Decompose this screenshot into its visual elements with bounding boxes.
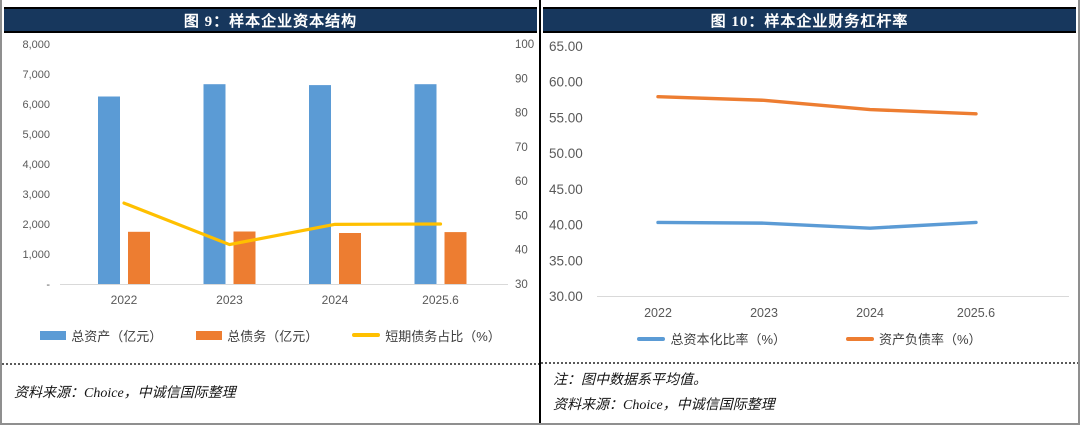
svg-text:40.00: 40.00	[549, 218, 583, 233]
legend-item: 总资本化比率（%）	[637, 329, 786, 348]
figure-9-footer: 资料来源：Choice，中诚信国际整理	[2, 365, 539, 423]
svg-text:70: 70	[515, 142, 528, 154]
figure-9-chart: 8,000 7,000 6,000 5,000 4,000 3,000 2,000 1,000…	[22, 39, 534, 307]
figure-10-footer: 注：图中数据系平均值。 资料来源：Choice，中诚信国际整理	[541, 364, 1078, 423]
figure-9-header: 图 9：样本企业资本结构	[4, 7, 537, 33]
svg-text:2023: 2023	[216, 293, 243, 307]
svg-text:2022: 2022	[644, 306, 672, 320]
svg-text:30.00: 30.00	[549, 289, 583, 304]
figure-9-legend: 总资产（亿元） 总债务（亿元） 短期债务占比（%）	[2, 317, 539, 353]
legend-line-swatch	[846, 336, 874, 341]
svg-text:45.00: 45.00	[549, 182, 583, 197]
bar	[309, 85, 331, 284]
svg-text:55.00: 55.00	[549, 110, 583, 125]
svg-text:6,000: 6,000	[22, 99, 50, 111]
bar-series-0	[98, 84, 437, 284]
legend-label: 资产负债率（%）	[879, 332, 982, 347]
panel-divider	[539, 0, 541, 423]
svg-text:2025.6: 2025.6	[957, 306, 995, 320]
legend-bar-swatch	[40, 330, 67, 340]
legend-item: 短期债务占比（%）	[352, 326, 501, 345]
legend-label: 总资产（亿元）	[71, 328, 163, 344]
legend-label: 短期债务占比（%）	[385, 328, 501, 344]
primary-axis-tick-labels: 8,000 7,000 6,000 5,000 4,000 3,000 2,000 1,000…	[22, 39, 50, 291]
figure-9-chart-area: 8,000 7,000 6,000 5,000 4,000 3,000 2,000 1,000…	[2, 33, 539, 317]
bar	[128, 231, 150, 284]
figure-10-source-note: 资料来源：Choice，中诚信国际整理	[553, 398, 775, 413]
svg-text:60: 60	[515, 176, 528, 188]
figure-10-separator-line	[541, 362, 1078, 364]
legend-line-swatch	[637, 336, 666, 341]
legend-bar-swatch	[196, 330, 223, 340]
svg-text:80: 80	[515, 108, 528, 120]
figure-10-chart-area: 65.00 60.00 55.00 50.00 45.00 40.00 35.00 30.00…	[541, 33, 1078, 325]
svg-text:2024: 2024	[856, 306, 884, 320]
svg-text:100: 100	[515, 39, 534, 51]
x-axis-labels: 2022 2023 2024 2025.6	[644, 306, 995, 320]
svg-text:2025.6: 2025.6	[422, 293, 459, 307]
figure-9-source-note: 资料来源：Choice，中诚信国际整理	[14, 386, 236, 401]
bar-series-1	[128, 231, 467, 284]
svg-text:5,000: 5,000	[22, 129, 50, 141]
figure-9-separator-line	[2, 363, 539, 365]
svg-text:90: 90	[515, 73, 528, 85]
line-series	[122, 201, 443, 247]
svg-text:50: 50	[515, 210, 528, 222]
svg-text:2,000: 2,000	[22, 219, 50, 231]
svg-text:2023: 2023	[750, 306, 778, 320]
legend-label: 总资本化比率（%）	[670, 332, 786, 347]
figure-10-title: 图 10：样本企业财务杠杆率	[710, 13, 909, 30]
line-series-0	[656, 220, 978, 230]
figure-9-panel: 图 9：样本企业资本结构 8,000 7,000 6,000 5,000 4,000 3,…	[2, 0, 539, 423]
legend-line-swatch	[352, 333, 381, 337]
legend-item: 总债务（亿元）	[196, 326, 318, 345]
svg-text:30: 30	[515, 279, 528, 291]
bar	[98, 96, 120, 284]
svg-text:35.00: 35.00	[549, 253, 583, 268]
svg-text:50.00: 50.00	[549, 146, 583, 161]
x-axis-labels: 2022 2023 2024 2025.6	[111, 293, 460, 307]
svg-text:3,000: 3,000	[22, 189, 50, 201]
svg-text:8,000: 8,000	[22, 39, 50, 51]
svg-text:1,000: 1,000	[22, 249, 50, 261]
line-series-1	[656, 95, 978, 116]
figure-9-title: 图 9：样本企业资本结构	[183, 13, 358, 30]
svg-text:65.00: 65.00	[549, 39, 583, 54]
bar	[203, 84, 226, 284]
svg-text:40: 40	[515, 245, 528, 257]
figure-10-legend: 总资本化比率（%） 资产负债率（%）	[541, 325, 1078, 352]
svg-text:7,000: 7,000	[22, 69, 50, 81]
legend-label: 总债务（亿元）	[227, 328, 319, 344]
legend-item: 资产负债率（%）	[846, 329, 982, 348]
svg-text:-: -	[46, 279, 50, 291]
y-axis-tick-labels: 65.00 60.00 55.00 50.00 45.00 40.00 35.00 30.00	[549, 39, 583, 304]
svg-text:2024: 2024	[322, 293, 349, 307]
bar	[444, 232, 467, 284]
bar	[339, 233, 361, 284]
secondary-axis-tick-labels: 100 90 80 70 60 50 40 30	[515, 39, 534, 291]
svg-text:2022: 2022	[111, 293, 138, 307]
legend-item: 总资产（亿元）	[40, 326, 162, 345]
figure-10-header: 图 10：样本企业财务杠杆率	[543, 7, 1076, 33]
figure-10-panel: 图 10：样本企业财务杠杆率 65.00 60.00 55.00 50.00 45.00…	[541, 0, 1078, 423]
svg-text:60.00: 60.00	[549, 75, 583, 90]
bar	[414, 84, 437, 284]
bar	[233, 231, 256, 284]
figure-10-chart: 65.00 60.00 55.00 50.00 45.00 40.00 35.00 30.00…	[549, 39, 1069, 320]
svg-text:4,000: 4,000	[22, 159, 50, 171]
figure-10-data-note: 注：图中数据系平均值。	[553, 373, 707, 388]
